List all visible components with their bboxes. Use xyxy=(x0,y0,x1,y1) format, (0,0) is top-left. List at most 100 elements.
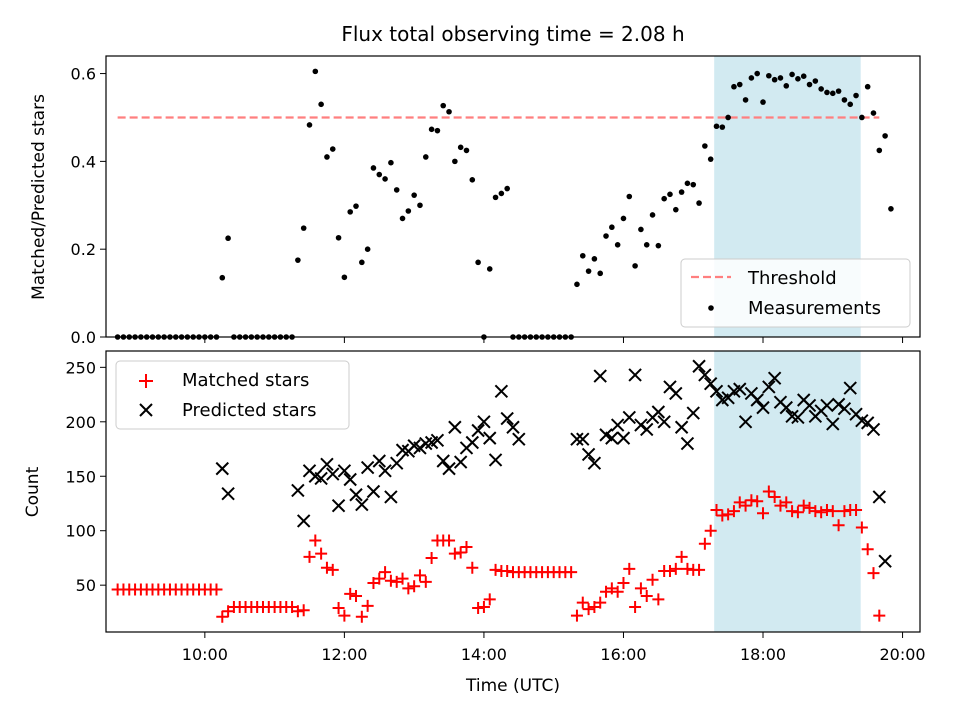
predicted-legend-label: Predicted stars xyxy=(182,400,316,421)
measurement-point xyxy=(684,180,691,187)
matched-star-point xyxy=(443,534,456,547)
bottom-y-tick-label: 100 xyxy=(65,522,96,541)
measurement-point xyxy=(690,181,697,188)
measurement-point xyxy=(329,146,336,152)
measurement-point xyxy=(585,268,592,274)
measurement-point xyxy=(463,147,470,154)
matched-star-point xyxy=(570,609,583,622)
predicted-star-point xyxy=(355,497,369,512)
measurement-point xyxy=(457,144,464,151)
measurement-point xyxy=(469,177,476,183)
top-y-tick-label: 0.6 xyxy=(71,65,96,84)
measurement-point xyxy=(748,75,755,81)
matched-star-point xyxy=(634,582,647,595)
measurement-point xyxy=(847,101,854,108)
measurement-point xyxy=(771,76,778,83)
predicted-star-point xyxy=(709,384,724,399)
predicted-legend-marker xyxy=(139,403,153,417)
matched-star-point xyxy=(710,504,723,517)
matched-star-point xyxy=(663,565,676,578)
measurement-point xyxy=(382,176,388,182)
predicted-star-point xyxy=(488,453,503,467)
measurement-point xyxy=(632,263,638,269)
matched-star-point xyxy=(384,574,397,587)
predicted-star-point xyxy=(843,381,857,395)
predicted-star-point xyxy=(698,368,712,382)
matched-star-point xyxy=(629,600,642,613)
predicted-star-point xyxy=(791,410,805,425)
x-tick-label: 20:00 xyxy=(880,645,926,664)
predicted-star-point xyxy=(802,398,817,413)
predicted-star-point xyxy=(343,472,357,487)
matched-star-point xyxy=(582,603,595,616)
measurement-point xyxy=(882,133,888,139)
top-y-tick-label: 0.4 xyxy=(71,152,96,171)
measurement-point xyxy=(498,190,505,197)
measurement-point xyxy=(876,147,883,154)
predicted-star-point xyxy=(587,456,602,470)
measurement-point xyxy=(225,235,231,242)
measurement-point xyxy=(736,81,743,88)
measurement-point xyxy=(673,206,679,213)
predicted-star-point xyxy=(500,411,514,426)
matched-star-point xyxy=(419,575,432,588)
measurement-point xyxy=(731,83,737,90)
matched-star-point xyxy=(611,585,624,598)
measurement-point xyxy=(306,122,313,128)
predicted-star-point xyxy=(657,415,671,429)
bottom-legend-box xyxy=(115,360,350,430)
predicted-star-point xyxy=(628,368,642,382)
measurement-point xyxy=(219,274,226,281)
predicted-star-point xyxy=(331,498,346,513)
predicted-star-point xyxy=(703,376,718,391)
matched-star-point xyxy=(669,562,682,575)
matched-star-point xyxy=(762,485,775,498)
measurement-point xyxy=(364,246,371,252)
predicted-star-point xyxy=(221,486,235,501)
matched-star-point xyxy=(355,610,368,623)
measurement-point xyxy=(766,72,772,79)
matched-star-point xyxy=(757,507,770,520)
predicted-star-point xyxy=(669,386,683,401)
matched-star-point xyxy=(350,590,363,603)
matched-star-point xyxy=(675,550,688,563)
matched-star-point xyxy=(413,569,426,582)
matched-star-point xyxy=(716,509,729,522)
measurement-point xyxy=(452,158,458,165)
predicted-star-point xyxy=(442,461,456,476)
predicted-star-point xyxy=(512,432,526,446)
matched-star-point xyxy=(791,506,804,519)
measurement-point xyxy=(318,101,324,108)
measurement-point xyxy=(614,241,621,248)
predicted-star-point xyxy=(320,457,334,471)
x-tick-label: 12:00 xyxy=(321,645,367,664)
measurement-point xyxy=(591,256,598,262)
measurement-point xyxy=(800,73,807,79)
predicted-star-point xyxy=(326,467,340,481)
measurement-point xyxy=(359,259,365,266)
matched-star-point xyxy=(838,505,851,518)
predicted-star-point xyxy=(767,371,782,385)
measurement-point xyxy=(492,194,499,201)
bottom-panel: 50 100 150 200 250 10:00 12:00 14:00 16:00 18:00 2… xyxy=(23,350,926,696)
matched-legend-label: Matched stars xyxy=(182,370,309,391)
measurement-point xyxy=(649,212,656,218)
measurement-point xyxy=(742,97,749,103)
matched-star-point xyxy=(780,496,793,509)
measurement-point xyxy=(574,281,580,288)
predicted-star-point xyxy=(360,460,375,475)
matched-star-point xyxy=(698,537,711,550)
measurement-point xyxy=(864,83,871,90)
measurement-point xyxy=(812,78,819,84)
top-plot-frame xyxy=(105,55,921,338)
x-tick-label: 14:00 xyxy=(461,645,507,664)
measurement-point xyxy=(440,102,447,109)
measurement-point xyxy=(620,215,627,222)
predicted-star-point xyxy=(686,406,700,420)
matched-star-point xyxy=(303,550,316,563)
predicted-star-point xyxy=(779,400,793,415)
predicted-star-point xyxy=(866,422,881,437)
matched-star-point xyxy=(745,494,758,507)
measurements-legend-label: Measurements xyxy=(748,298,881,319)
predicted-star-point xyxy=(384,490,398,504)
